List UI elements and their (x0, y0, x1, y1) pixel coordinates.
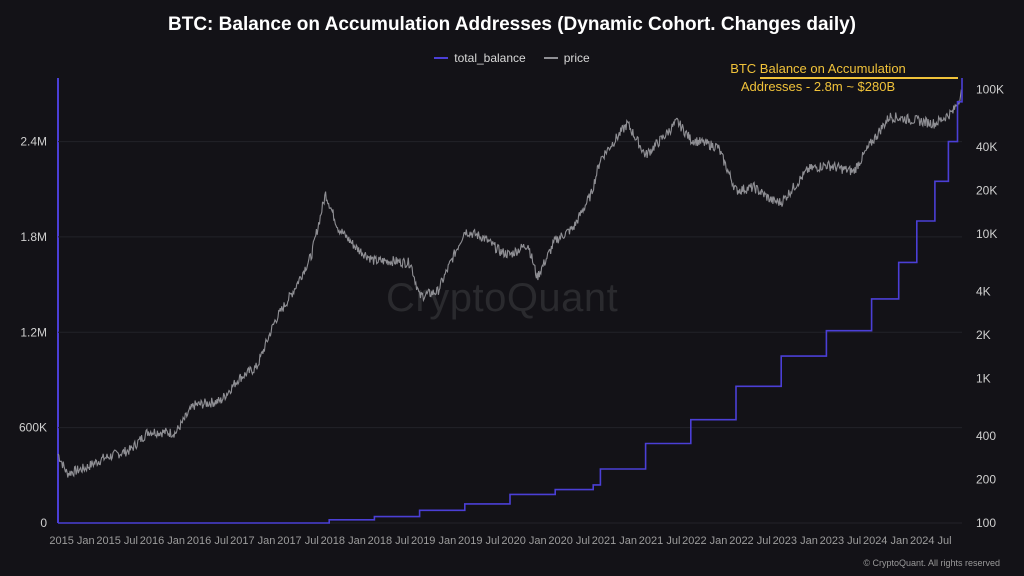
x-tick-label: 2020 Jan (501, 535, 546, 547)
x-tick-label: 2023 Jul (820, 535, 862, 547)
y-right-tick-label: 4K (976, 284, 991, 298)
x-tick-label: 2018 Jul (368, 535, 410, 547)
x-tick-label: 2015 Jan (49, 535, 94, 547)
y-right-tick-label: 100 (976, 516, 996, 530)
x-tick-label: 2019 Jan (411, 535, 456, 547)
x-tick-label: 2024 Jul (910, 535, 952, 547)
x-tick-label: 2020 Jul (548, 535, 590, 547)
legend-swatch-price (543, 57, 558, 59)
x-tick-label: 2023 Jan (773, 535, 818, 547)
legend-swatch-total-balance (434, 57, 449, 59)
x-tick-label: 2021 Jul (639, 535, 681, 547)
x-tick-label: 2016 Jan (140, 535, 185, 547)
legend-item-price[interactable]: price (543, 51, 590, 65)
y-right-tick-label: 400 (976, 429, 996, 443)
legend-label-price: price (563, 51, 590, 65)
y-right-tick-label: 40K (976, 140, 997, 154)
y-right-tick-label: 10K (976, 227, 997, 241)
x-tick-label: 2016 Jul (187, 535, 229, 547)
y-left-tick-label: 600K (19, 421, 47, 435)
annotation-line-2: Addresses - 2.8m ~ $280B (740, 79, 896, 94)
chart-legend: total_balance price (0, 51, 1024, 65)
y-right-tick-label: 2K (976, 328, 991, 342)
chart-title: BTC: Balance on Accumulation Addresses (… (168, 14, 856, 35)
series-line-total-balance (58, 78, 963, 524)
chart-annotation: BTC Balance on Accumulation Addresses - … (700, 60, 936, 96)
x-tick-label: 2024 Jan (863, 535, 908, 547)
x-tick-label: 2022 Jan (682, 535, 727, 547)
y-left-tick-label: 1.8M (20, 230, 47, 244)
y-left-tick-label: 1.2M (20, 325, 47, 339)
x-tick-label: 2017 Jul (277, 535, 319, 547)
y-left-tick-label: 2.4M (20, 135, 47, 149)
y-right-tick-label: 200 (976, 472, 996, 486)
x-tick-label: 2022 Jul (729, 535, 771, 547)
x-tick-label: 2017 Jan (230, 535, 275, 547)
y-right-tick-label: 20K (976, 183, 997, 197)
legend-item-total-balance[interactable]: total_balance (434, 51, 526, 65)
y-right-tick-label: 100K (976, 82, 1004, 96)
copyright-notice: © CryptoQuant. All rights reserved (863, 558, 1000, 568)
y-right-tick-label: 1K (976, 371, 991, 385)
x-tick-label: 2018 Jan (321, 535, 366, 547)
series-line-price (57, 89, 963, 478)
legend-label-total-balance: total_balance (454, 51, 526, 65)
x-tick-label: 2015 Jul (96, 535, 138, 547)
annotation-line-1: BTC Balance on Accumulation (730, 61, 906, 76)
x-tick-label: 2021 Jan (592, 535, 637, 547)
x-tick-label: 2019 Jul (458, 535, 500, 547)
y-left-tick-label: 0 (40, 516, 47, 530)
